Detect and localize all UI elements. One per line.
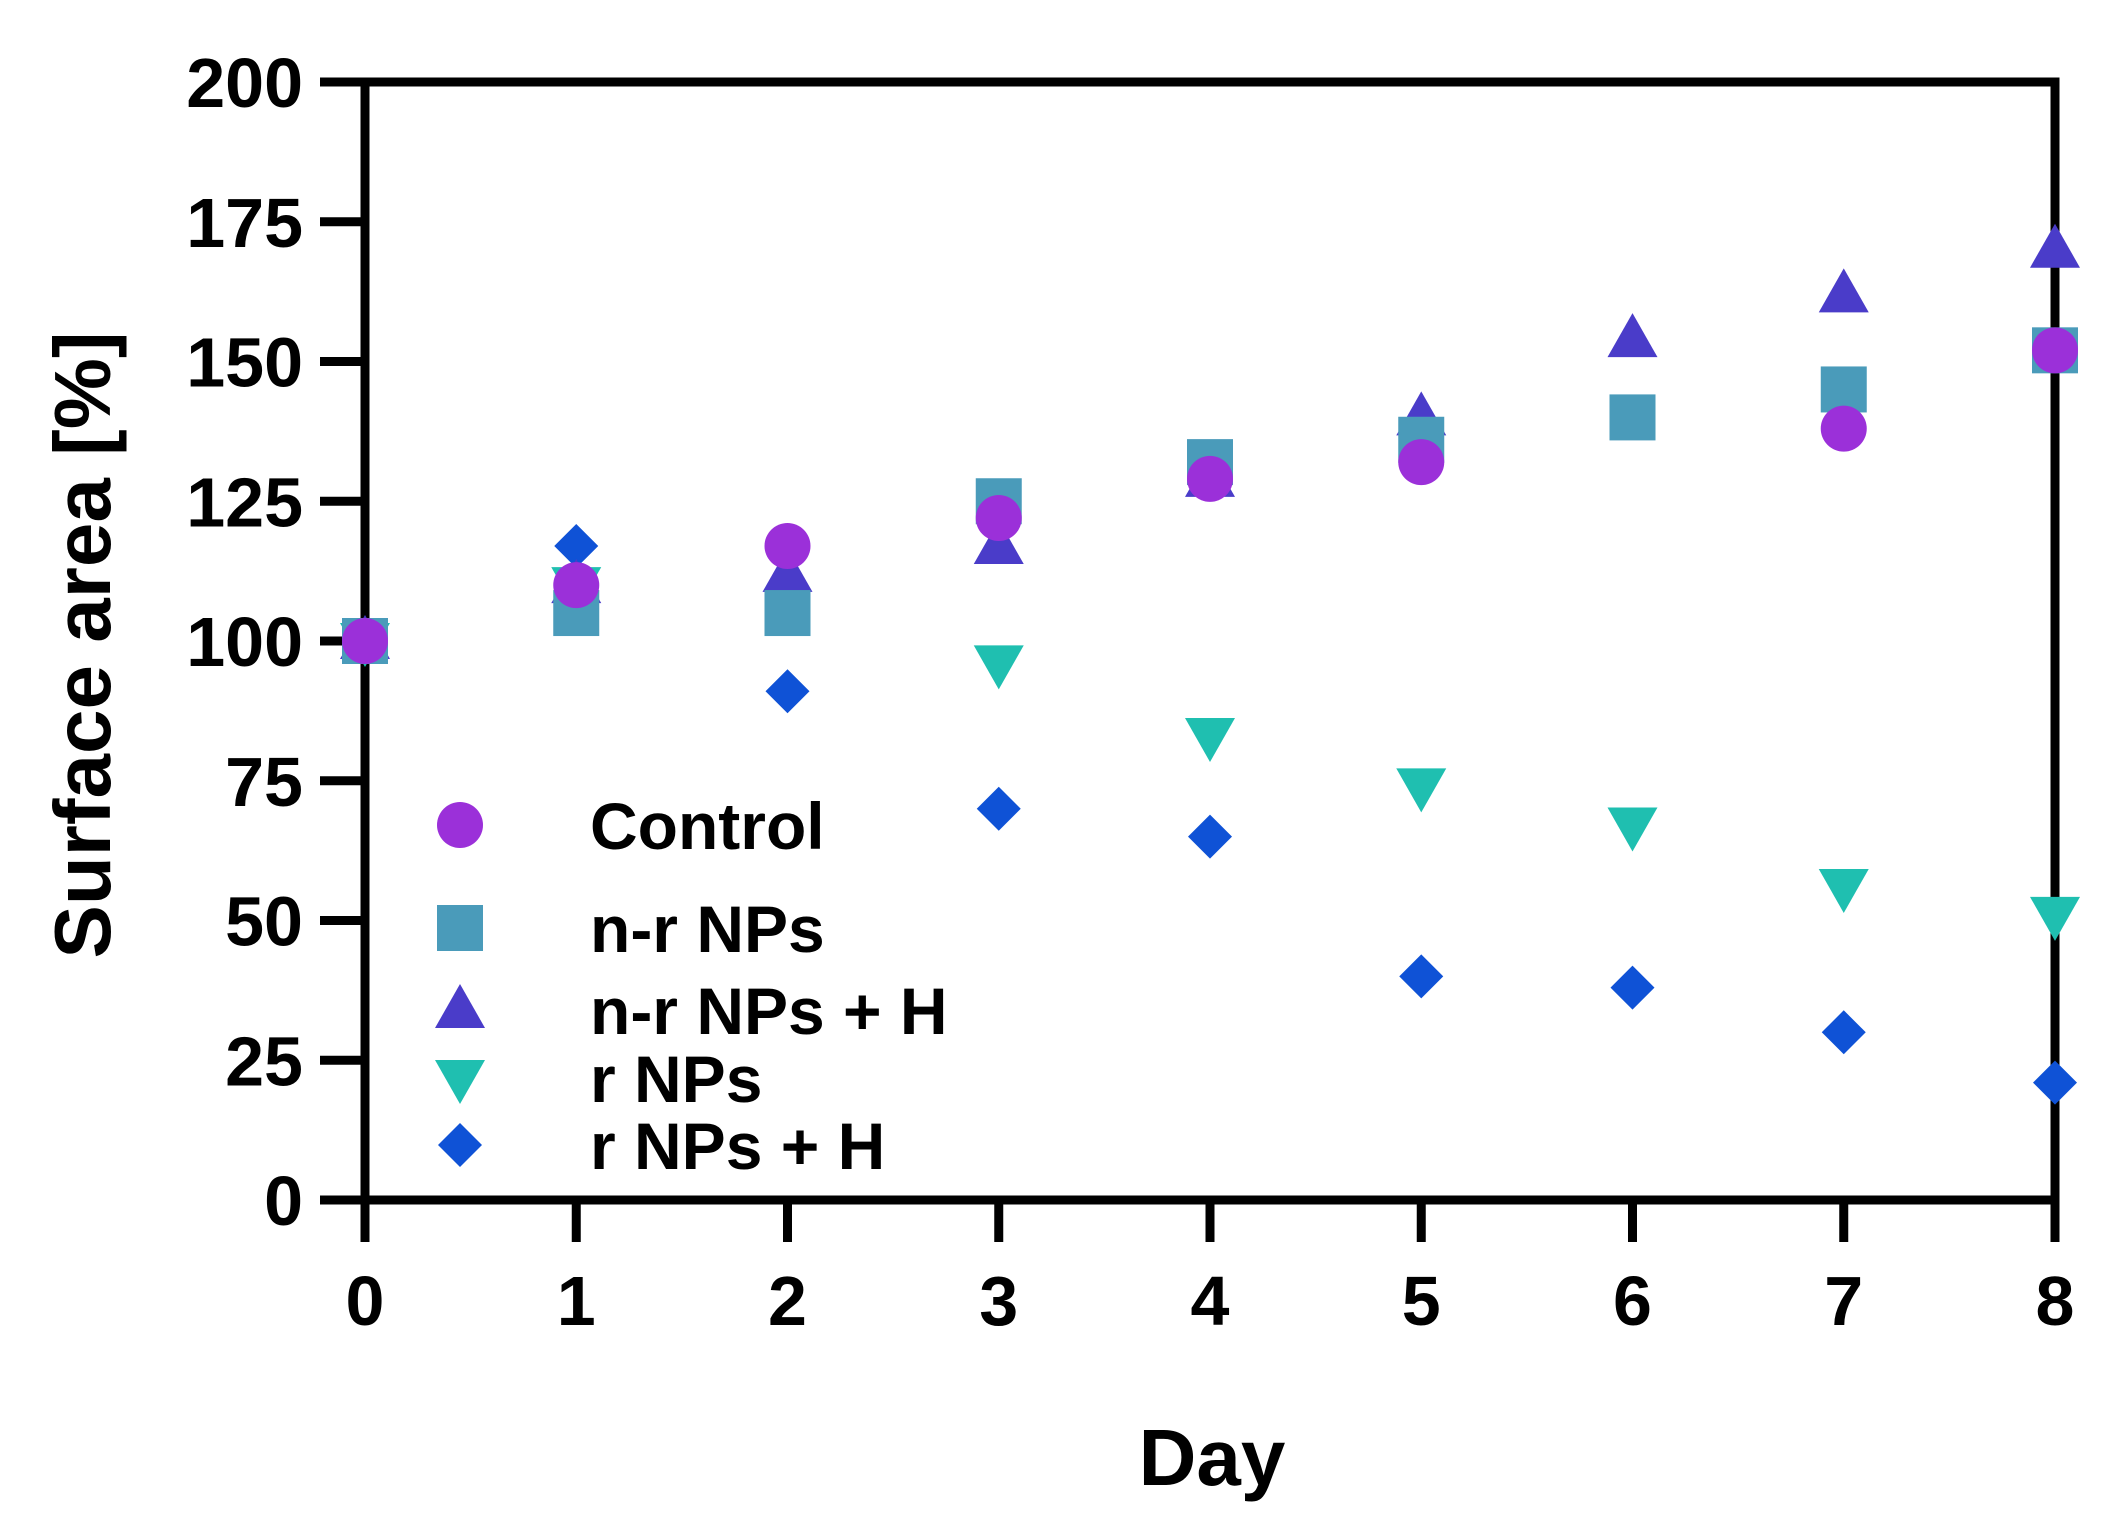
legend-marker-n-r-nps [437,905,483,951]
y-axis-title: Surface area [%] [38,332,127,959]
x-tick-label: 7 [1824,1262,1863,1340]
point-control-day-2 [764,522,811,569]
point-control-day-7 [1820,405,1867,452]
point-r-nps-h-day-4 [1188,814,1232,859]
y-tick-label: 25 [225,1022,303,1100]
point-control-day-1 [553,562,600,609]
point-n-r-nps-h-day-7 [1818,268,1869,313]
point-control-day-8 [2032,327,2078,374]
point-control-day-0 [342,618,388,664]
point-r-nps-day-3 [973,645,1024,690]
point-control-day-5 [1398,439,1445,486]
point-r-nps-day-8 [2030,896,2080,941]
x-tick-label: 4 [1191,1262,1230,1340]
x-tick-label: 2 [768,1262,807,1340]
legend-label-n-r-nps: n-r NPs [590,892,825,966]
x-tick-label: 3 [979,1262,1018,1340]
point-r-nps-h-day-2 [765,669,810,714]
point-control-day-4 [1187,455,1233,502]
y-tick-label: 125 [186,463,303,541]
legend-label-r-nps-h: r NPs + H [590,1109,885,1183]
point-n-r-nps-h-day-6 [1607,313,1658,358]
point-n-r-nps-h-day-8 [2030,223,2080,268]
point-r-nps-h-day-5 [1399,954,1444,999]
x-tick-label: 5 [1402,1262,1441,1340]
legend-marker-r-nps-h [438,1123,482,1167]
point-n-r-nps-h-day-2 [762,547,813,592]
legend-label-control: Control [590,789,825,863]
y-tick-label: 200 [186,44,303,122]
point-n-r-nps-day-2 [764,590,811,637]
y-tick-label: 50 [225,883,303,961]
point-control-day-3 [975,495,1022,542]
point-r-nps-h-day-1 [554,523,599,568]
y-tick-label: 175 [186,184,303,262]
point-r-nps-h-day-3 [976,786,1021,831]
legend-label-r-nps: r NPs [590,1042,762,1116]
y-tick-label: 75 [225,743,303,821]
point-n-r-nps-day-6 [1609,394,1656,441]
y-tick-label: 0 [264,1162,303,1240]
x-tick-label: 8 [2036,1262,2075,1340]
y-tick-label: 100 [186,603,303,681]
x-tick-label: 6 [1613,1262,1652,1340]
point-r-nps-h-day-6 [1610,965,1655,1010]
point-r-nps-day-6 [1607,807,1658,852]
x-tick-label: 0 [346,1262,385,1340]
point-r-nps-day-5 [1396,768,1447,813]
legend-marker-n-r-nps-h [435,984,485,1028]
x-axis-title: Day [1139,1413,1286,1502]
point-r-nps-h-day-8 [2033,1060,2077,1105]
point-r-nps-day-4 [1185,718,1235,763]
point-r-nps-h-day-7 [1821,1010,1866,1055]
y-tick-label: 150 [186,324,303,402]
point-n-r-nps-day-7 [1820,366,1867,413]
legend-marker-r-nps [435,1060,485,1104]
data-marks-layer [340,223,2080,1105]
legend-marker-control [437,802,483,848]
legend-label-n-r-nps-h: n-r NPs + H [590,974,948,1048]
axes-layer: 0 25 50 75 100 125 150 175 200 0 1 2 3 4 5 6 7 8 [186,44,2074,1340]
point-n-r-nps-h-day-3 [973,519,1024,564]
x-tick-label: 1 [557,1262,596,1340]
point-r-nps-day-7 [1818,868,1869,913]
